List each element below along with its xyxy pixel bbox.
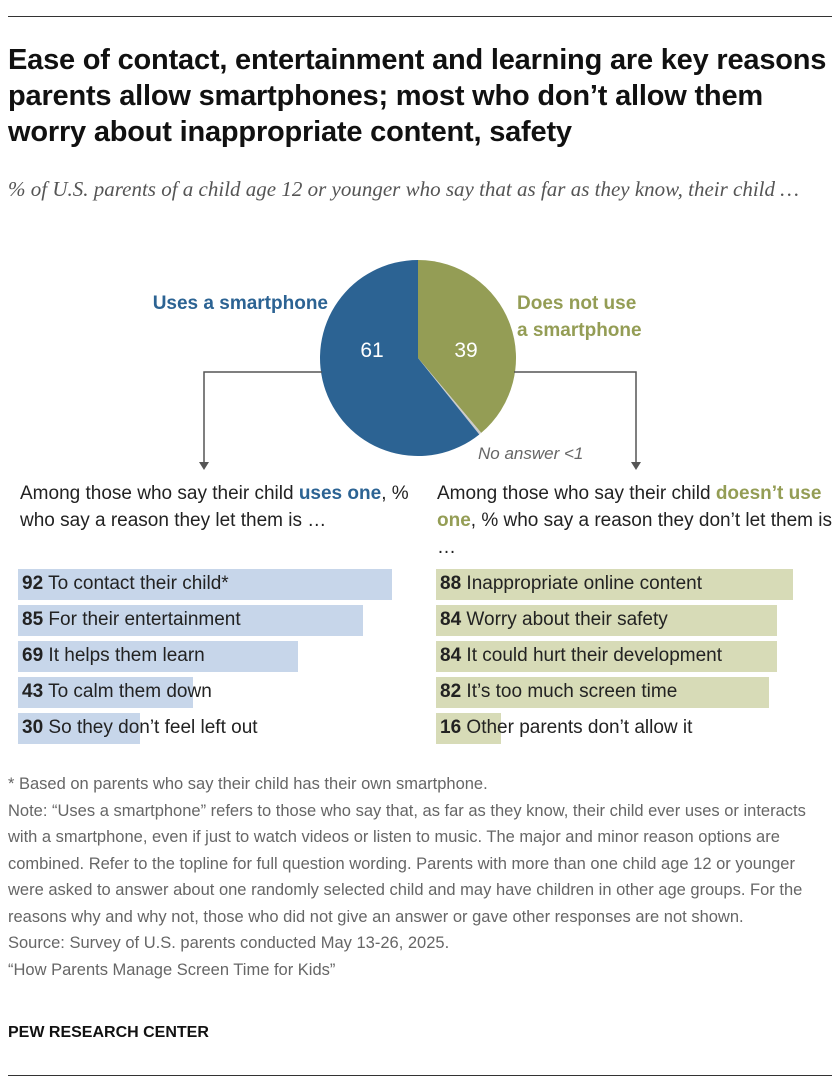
bar-label: 16 Other parents don’t allow it bbox=[440, 717, 692, 739]
bottom-rule bbox=[8, 1075, 832, 1076]
bar bbox=[436, 713, 501, 744]
bar-value: 84 bbox=[440, 609, 462, 630]
bar-category: It helps them learn bbox=[48, 645, 205, 666]
legend-no-answer: No answer <1 bbox=[478, 444, 583, 463]
chart-title: Ease of contact, entertainment and learn… bbox=[8, 44, 827, 148]
bar-value: 84 bbox=[440, 645, 462, 666]
intro-highlight: uses one bbox=[298, 483, 382, 504]
bar bbox=[18, 641, 299, 672]
footnote: * Based on parents who say their child h… bbox=[8, 775, 488, 793]
note: Note: “Uses a smartphone” refers to thos… bbox=[8, 801, 806, 926]
bar-category: Inappropriate online content bbox=[466, 573, 702, 594]
bar bbox=[18, 677, 193, 708]
bar-label: 84 Worry about their safety bbox=[440, 609, 668, 631]
bar-label: 30 So they don’t feel left out bbox=[22, 717, 258, 739]
connector-right bbox=[514, 371, 637, 462]
bar bbox=[436, 569, 794, 600]
bar-label: 88 Inappropriate online content bbox=[440, 573, 702, 595]
bar-label: 82 It’s too much screen time bbox=[440, 681, 677, 703]
bar bbox=[18, 569, 392, 600]
bar-category: For their entertainment bbox=[48, 609, 241, 630]
intro-not-use: Among those who say their child doesn’t … bbox=[437, 480, 837, 561]
bar-value: 30 bbox=[22, 717, 44, 738]
arrow-right-icon bbox=[631, 462, 641, 470]
top-rule bbox=[8, 16, 832, 17]
bar bbox=[18, 713, 140, 744]
source: Source: Survey of U.S. parents conducted… bbox=[8, 934, 450, 952]
bar-value: 69 bbox=[22, 645, 44, 666]
arrow-left-icon bbox=[199, 462, 209, 470]
bar bbox=[436, 605, 778, 636]
bar bbox=[18, 605, 364, 636]
pie-slice bbox=[319, 260, 480, 457]
slice-label-uses: 61 bbox=[360, 339, 383, 362]
bar-label: 92 To contact their child* bbox=[22, 573, 229, 595]
footer-logo-text: PEW RESEARCH CENTER bbox=[8, 1024, 209, 1041]
bar-value: 92 bbox=[22, 573, 44, 594]
bar-label: 69 It helps them learn bbox=[22, 645, 205, 667]
chart-subtitle: % of U.S. parents of a child age 12 or y… bbox=[8, 177, 799, 201]
bar-category: To calm them down bbox=[48, 681, 212, 702]
bar-category: It could hurt their development bbox=[466, 645, 723, 666]
legend-not-use-1: Does not use bbox=[517, 293, 636, 314]
legend-uses: Uses a smartphone bbox=[153, 293, 328, 314]
connector-left bbox=[203, 371, 322, 462]
bar-value: 16 bbox=[440, 717, 462, 738]
intro-text: , % who say a reason they let them is … bbox=[20, 483, 409, 531]
bar-label: 85 For their entertainment bbox=[22, 609, 241, 631]
bar-category: It’s too much screen time bbox=[466, 681, 678, 702]
legend-not-use-2: a smartphone bbox=[517, 320, 642, 341]
bar-value: 88 bbox=[440, 573, 462, 594]
pie-chart: 61 39 Uses a smartphone Does not use a s… bbox=[153, 260, 642, 470]
bar-label: 84 It could hurt their development bbox=[440, 645, 722, 667]
intro-text: Among those who say their child bbox=[437, 483, 716, 504]
intro-text: , % who say a reason they don’t let them… bbox=[437, 510, 832, 558]
bar-category: Other parents don’t allow it bbox=[466, 717, 693, 738]
bar-value: 85 bbox=[22, 609, 44, 630]
bar-value: 43 bbox=[22, 681, 44, 702]
intro-text: Among those who say their child bbox=[20, 483, 299, 504]
intro-uses: Among those who say their child uses one… bbox=[20, 480, 420, 534]
bar-category: To contact their child* bbox=[48, 573, 229, 594]
bar-category: So they don’t feel left out bbox=[48, 717, 258, 738]
report-title: “How Parents Manage Screen Time for Kids… bbox=[8, 960, 336, 979]
bar-category: Worry about their safety bbox=[466, 609, 668, 630]
notes: * Based on parents who say their child h… bbox=[8, 771, 833, 983]
pie-slice bbox=[418, 260, 516, 433]
bar-label: 43 To calm them down bbox=[22, 681, 212, 703]
pie-slice bbox=[418, 358, 482, 435]
bar bbox=[436, 641, 778, 672]
slice-label-not-use: 39 bbox=[454, 339, 477, 362]
bar-value: 82 bbox=[440, 681, 462, 702]
bar bbox=[436, 677, 769, 708]
intro-highlight: doesn’t use one bbox=[437, 483, 822, 531]
